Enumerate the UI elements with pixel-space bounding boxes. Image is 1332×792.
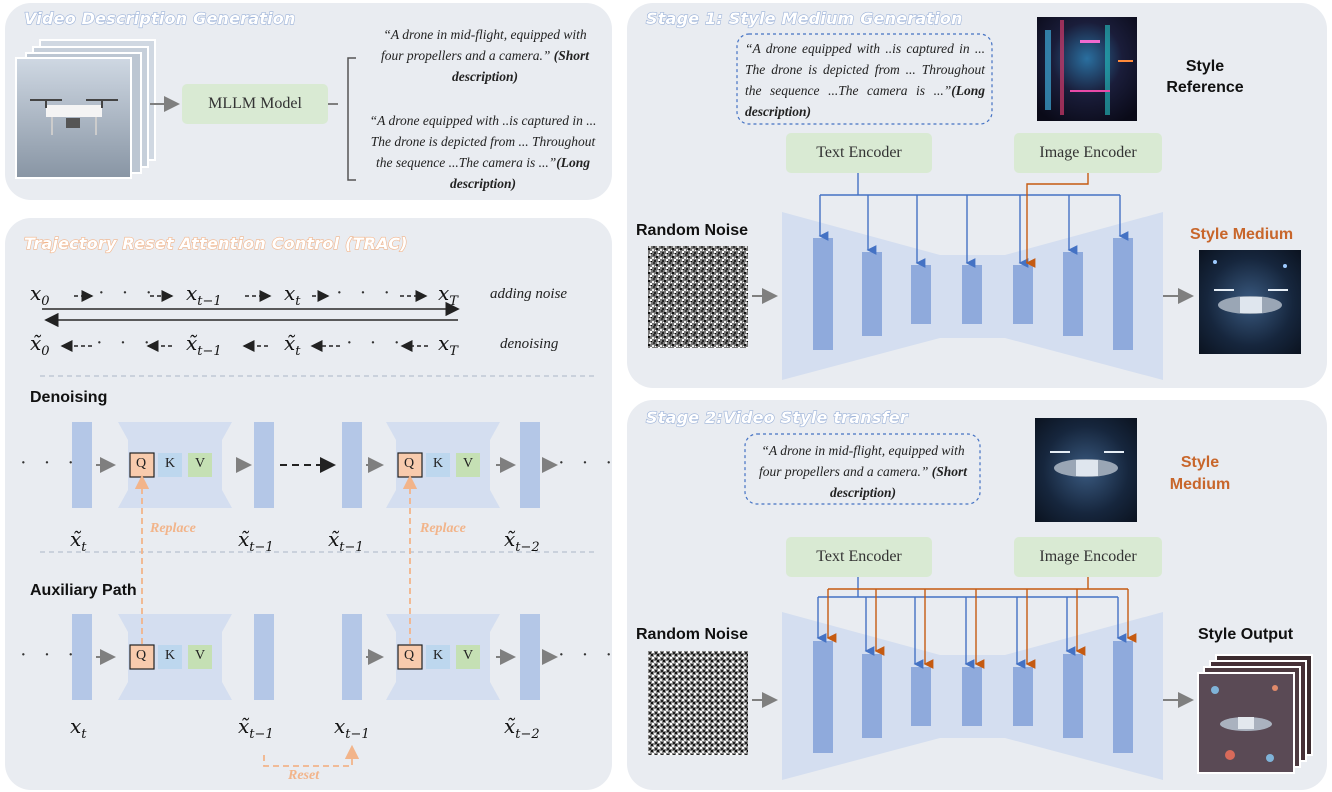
stage2-random-noise-label: Random Noise (636, 626, 749, 643)
reset-label: Reset (288, 768, 320, 783)
x-T-label-2: xT (438, 331, 458, 359)
x-t-minus-1-label: xt−1 (334, 714, 370, 742)
ellipsis: · · · (558, 452, 618, 474)
stage1-title: Stage 1: Style Medium Generation (645, 8, 963, 28)
adding-noise-label: adding noise (490, 286, 568, 302)
x0-tilde-label: x̃0 (30, 331, 50, 359)
stage2-style-medium-image (1035, 418, 1137, 522)
auxiliary-heading: Auxiliary Path (30, 582, 137, 599)
ellipsis: · · · (20, 644, 80, 666)
stage2-prompt-tag: (Short description) (830, 464, 968, 500)
trac-panel (5, 218, 612, 790)
description-bracket (347, 57, 356, 181)
stage2-image-encoder: Image Encoder (1014, 537, 1162, 577)
stage2-style-medium-label: Style Medium (1169, 454, 1231, 493)
v-label: V (195, 648, 206, 663)
x-t-label: xt (70, 714, 87, 742)
k-label: K (433, 456, 444, 471)
qkv-boxes (129, 452, 480, 670)
stage1-text-arrows (818, 173, 1129, 268)
ellipsis: · · · (336, 282, 396, 304)
video-description-title: Video Description Generation (23, 8, 296, 28)
denoising-heading: Denoising (30, 389, 108, 406)
stage1-image-encoder: Image Encoder (1014, 133, 1162, 173)
trac-title: Trajectory Reset Attention Control (TRAC… (23, 233, 408, 253)
replace-label: Replace (150, 521, 196, 536)
stage2-text-arrows (816, 577, 1127, 669)
x-tilde-t-minus-1-label: x̃t−1 (328, 527, 364, 555)
stage1-unet (782, 212, 1163, 380)
style-output-label: Style Output (1198, 626, 1294, 643)
x-T-label: xT (438, 281, 458, 309)
stage1-image-arrows (1025, 173, 1089, 268)
x-tilde-t-minus-1-label: x̃t−1 (238, 714, 274, 742)
short-description-quote: “A drone in mid-flight, equipped with fo… (380, 27, 590, 84)
denoising-label: denoising (500, 336, 559, 352)
style-medium-output-image (1199, 250, 1301, 354)
q-label: Q (404, 648, 415, 663)
q-label: Q (136, 648, 147, 663)
mllm-model-box: MLLM Model (182, 84, 328, 124)
video-frames-stack (15, 39, 156, 179)
ellipsis: · · · (96, 332, 156, 354)
stage2-unet (782, 612, 1163, 780)
x-tilde-t-minus-2-label: x̃t−2 (504, 714, 540, 742)
stage1-style-medium-label: Style Medium (1190, 226, 1294, 243)
x-t-label: xt (284, 281, 301, 309)
replace-reset-links (134, 474, 418, 767)
k-label: K (165, 456, 176, 471)
stage1-prompt-box (736, 33, 993, 125)
v-label: V (463, 648, 474, 663)
ellipsis: · · · (346, 332, 406, 354)
ellipsis: · · · (20, 452, 80, 474)
q-label: Q (136, 456, 147, 471)
ellipsis: · · · (98, 282, 158, 304)
x-tilde-t-minus-1-label: x̃t−1 (186, 331, 222, 359)
q-label: Q (404, 456, 415, 471)
x-tilde-t-minus-2-label: x̃t−2 (504, 527, 540, 555)
stage1-prompt: “A drone equipped with ..is captured in … (745, 41, 985, 119)
long-description-tag: (Long description) (450, 155, 591, 191)
x-t-minus-1-label: xt−1 (186, 281, 222, 309)
long-description-quote: “A drone equipped with ..is captured in … (369, 113, 597, 191)
stage2-image-arrows (826, 577, 1137, 669)
stage2-random-noise-image (648, 651, 748, 755)
k-label: K (165, 648, 176, 663)
v-label: V (195, 456, 206, 471)
stage2-text-encoder: Text Encoder (786, 537, 932, 577)
stage2-prompt-box (744, 433, 981, 505)
k-label: K (433, 648, 444, 663)
stage1-random-noise-label: Random Noise (636, 222, 749, 239)
ellipsis: · · · (558, 644, 618, 666)
short-description-tag: (Short description) (452, 48, 590, 84)
x0-label: x0 (30, 281, 50, 309)
noise-arrow-lines (42, 301, 460, 328)
style-reference-image (1037, 17, 1137, 121)
random-noise-image (648, 246, 748, 348)
v-label: V (463, 456, 474, 471)
drone-image (30, 99, 118, 135)
stage1-prompt-tag: (Long description) (745, 83, 985, 119)
x-tilde-t-label: x̃t (70, 527, 87, 555)
x-tilde-t-minus-1-label: x̃t−1 (238, 527, 274, 555)
stage1-text-encoder: Text Encoder (786, 133, 932, 173)
stage2-title: Stage 2:Video Style transfer (645, 407, 908, 427)
x-tilde-t-label: x̃t (284, 331, 301, 359)
style-output-frames (1197, 654, 1313, 774)
style-reference-label: Style Reference (1166, 58, 1244, 96)
stage2-prompt: “A drone in mid-flight, equipped with fo… (758, 443, 968, 500)
replace-label: Replace (420, 521, 466, 536)
